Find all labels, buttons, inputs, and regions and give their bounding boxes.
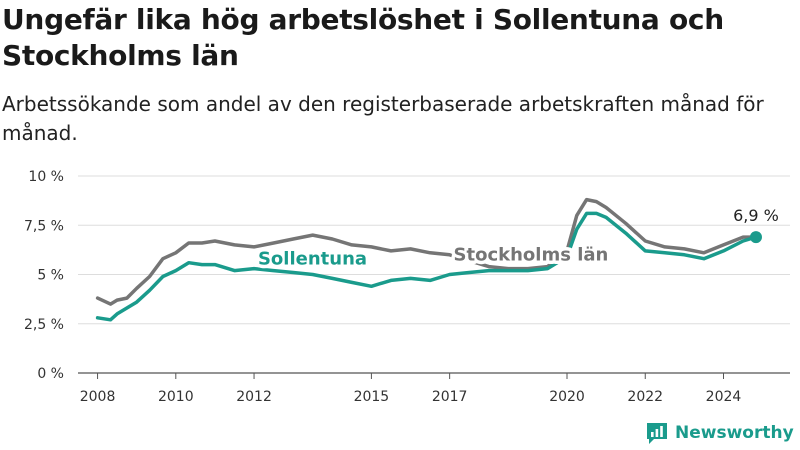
series-label: Sollentuna — [258, 249, 367, 270]
x-tick-label: 2020 — [549, 389, 585, 405]
brand-name: Newsworthy — [675, 423, 794, 443]
x-tick-label: 2015 — [354, 389, 390, 405]
x-tick-label: 2022 — [627, 389, 663, 405]
series-label-halo: Stockholms län — [454, 245, 609, 266]
x-tick-label: 2010 — [158, 389, 194, 405]
end-value-label: 6,9 % — [733, 206, 779, 225]
series-label: Stockholms län — [454, 245, 609, 266]
series-lines — [95, 197, 758, 322]
chart-subtitle: Arbetssökande som andel av den registerb… — [2, 92, 764, 145]
y-tick-label: 10 % — [28, 169, 64, 185]
x-tick-label: 2024 — [706, 389, 742, 405]
series-label-halo: Sollentuna — [258, 249, 367, 270]
chart-title: Ungefär lika hög arbetslöshet i Sollentu… — [2, 3, 724, 72]
x-axis-ticks: 2008 2010 2012 2015 2017 2020 2022 2024 — [80, 373, 742, 405]
y-tick-label: 5 % — [37, 268, 64, 284]
end-annotation: 6,9 % — [733, 206, 779, 244]
series-line-stockholms-l-n — [95, 197, 758, 306]
end-point-marker — [749, 231, 762, 244]
grid-lines — [78, 175, 790, 374]
y-axis-ticks: 0 % 2,5 % 5 % 7,5 % 10 % — [24, 169, 64, 382]
brand-logo[interactable]: Newsworthy — [645, 420, 794, 446]
x-tick-label: 2012 — [236, 389, 272, 405]
newsworthy-logo-icon — [647, 423, 667, 444]
x-tick-label: 2008 — [80, 389, 116, 405]
x-tick-label: 2017 — [432, 389, 468, 405]
y-tick-label: 0 % — [37, 366, 64, 382]
y-tick-label: 7,5 % — [24, 218, 64, 234]
series-line-sollentuna — [95, 211, 758, 322]
y-tick-label: 2,5 % — [24, 317, 64, 333]
